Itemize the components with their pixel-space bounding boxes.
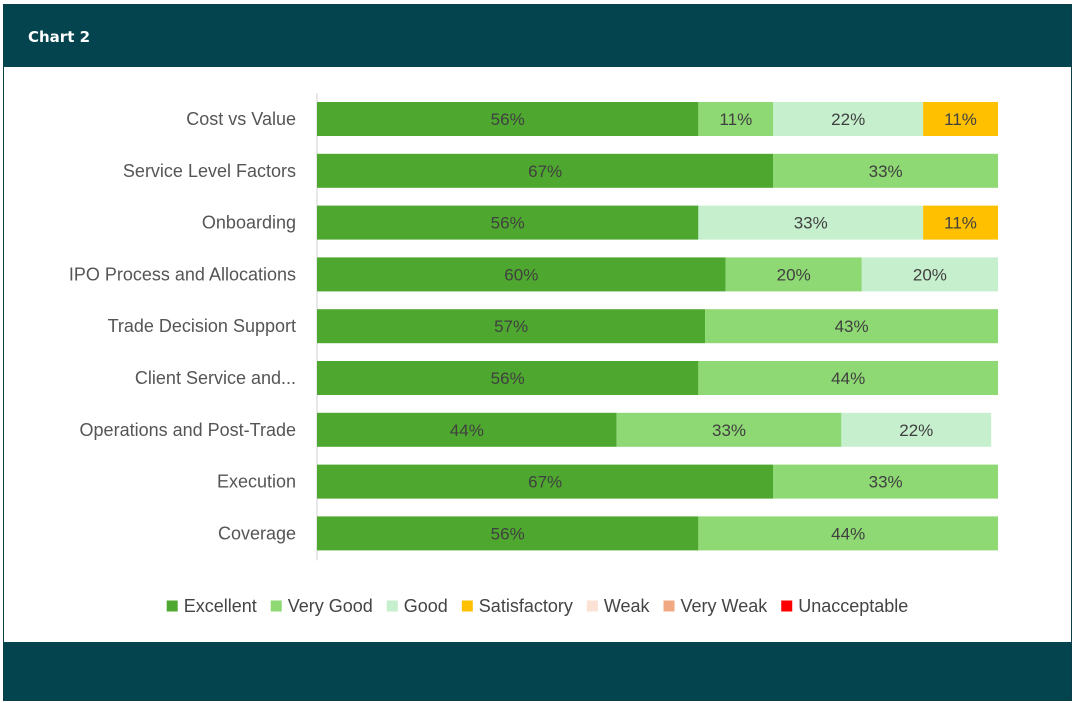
data-label: 20% <box>777 265 811 284</box>
stacked-bar-chart: Cost vs Value 56% 11% 22% 11% Service Level F… <box>69 93 998 616</box>
legend-swatch <box>461 600 473 612</box>
legend-swatch <box>586 600 598 612</box>
legend-label: Very Weak <box>681 596 769 616</box>
legend-label: Satisfactory <box>479 596 573 616</box>
data-label: 33% <box>869 473 903 492</box>
bar-segment <box>923 205 998 240</box>
data-label: 67% <box>528 162 562 181</box>
legend-swatch <box>663 600 675 612</box>
bar-segment <box>317 257 726 292</box>
bar-segment <box>616 412 842 447</box>
bar-segment <box>317 361 699 395</box>
bar-segment <box>725 257 862 292</box>
bar-segment <box>317 516 699 551</box>
legend-swatch <box>166 600 178 612</box>
category-label: Onboarding <box>202 213 296 233</box>
data-label: 22% <box>899 421 933 440</box>
category-label: Operations and Post-Trade <box>80 420 296 440</box>
bar-segment <box>698 516 998 551</box>
category-label: Trade Decision Support <box>108 316 296 336</box>
bar-segment <box>698 102 774 136</box>
data-label: 11% <box>719 110 752 129</box>
category-label: Client Service and... <box>135 368 296 388</box>
data-label: 60% <box>504 265 538 284</box>
data-label: 20% <box>913 265 947 284</box>
category-label: IPO Process and Allocations <box>69 264 296 284</box>
bar-segment <box>317 309 706 344</box>
bar-segment <box>317 153 774 188</box>
chart-frame: Chart 2 Cost vs Value 56% 11% 22% 11% Service… <box>3 4 1072 701</box>
data-label: 56% <box>491 110 525 129</box>
data-label: 33% <box>794 214 828 233</box>
data-label: 56% <box>491 524 525 543</box>
bar-segment <box>861 257 998 292</box>
bar-segment <box>317 102 699 136</box>
legend-label: Good <box>404 596 448 616</box>
legend-swatch <box>386 600 398 612</box>
legend-label: Excellent <box>184 596 257 616</box>
bar-segment <box>841 412 992 447</box>
chart-title: Chart 2 <box>28 28 91 46</box>
data-label: 67% <box>528 473 562 492</box>
data-label: 11% <box>944 110 977 129</box>
data-label: 44% <box>831 524 865 543</box>
bar-segment <box>773 153 998 188</box>
legend-swatch <box>270 600 282 612</box>
category-label: Service Level Factors <box>123 161 296 181</box>
legend-label: Very Good <box>288 596 373 616</box>
data-label: 33% <box>869 162 903 181</box>
data-label: 57% <box>494 317 528 336</box>
bar-segment <box>698 205 924 240</box>
bar-segment <box>773 102 924 136</box>
bar-segment <box>705 309 998 344</box>
bar-segment <box>317 205 699 240</box>
data-label: 33% <box>712 421 746 440</box>
chart-footer <box>4 642 1071 700</box>
bar-segment <box>923 102 998 136</box>
bar-segment <box>698 361 998 395</box>
data-label: 22% <box>831 110 865 129</box>
data-label: 11% <box>944 214 977 233</box>
legend-label: Unacceptable <box>798 596 908 616</box>
legend-label: Weak <box>604 596 651 616</box>
data-label: 44% <box>831 369 865 388</box>
bar-segment <box>317 464 774 499</box>
chart-header: Chart 2 <box>4 5 1071 67</box>
category-label: Cost vs Value <box>186 109 296 129</box>
data-label: 43% <box>835 317 869 336</box>
data-label: 44% <box>450 421 484 440</box>
category-label: Execution <box>217 472 296 492</box>
legend-swatch <box>781 600 793 612</box>
bar-segment <box>773 464 998 499</box>
data-label: 56% <box>491 214 525 233</box>
data-label: 56% <box>491 369 525 388</box>
chart-area: Cost vs Value 56% 11% 22% 11% Service Level F… <box>4 67 1071 644</box>
category-label: Coverage <box>218 523 296 543</box>
bar-segment <box>317 412 617 447</box>
